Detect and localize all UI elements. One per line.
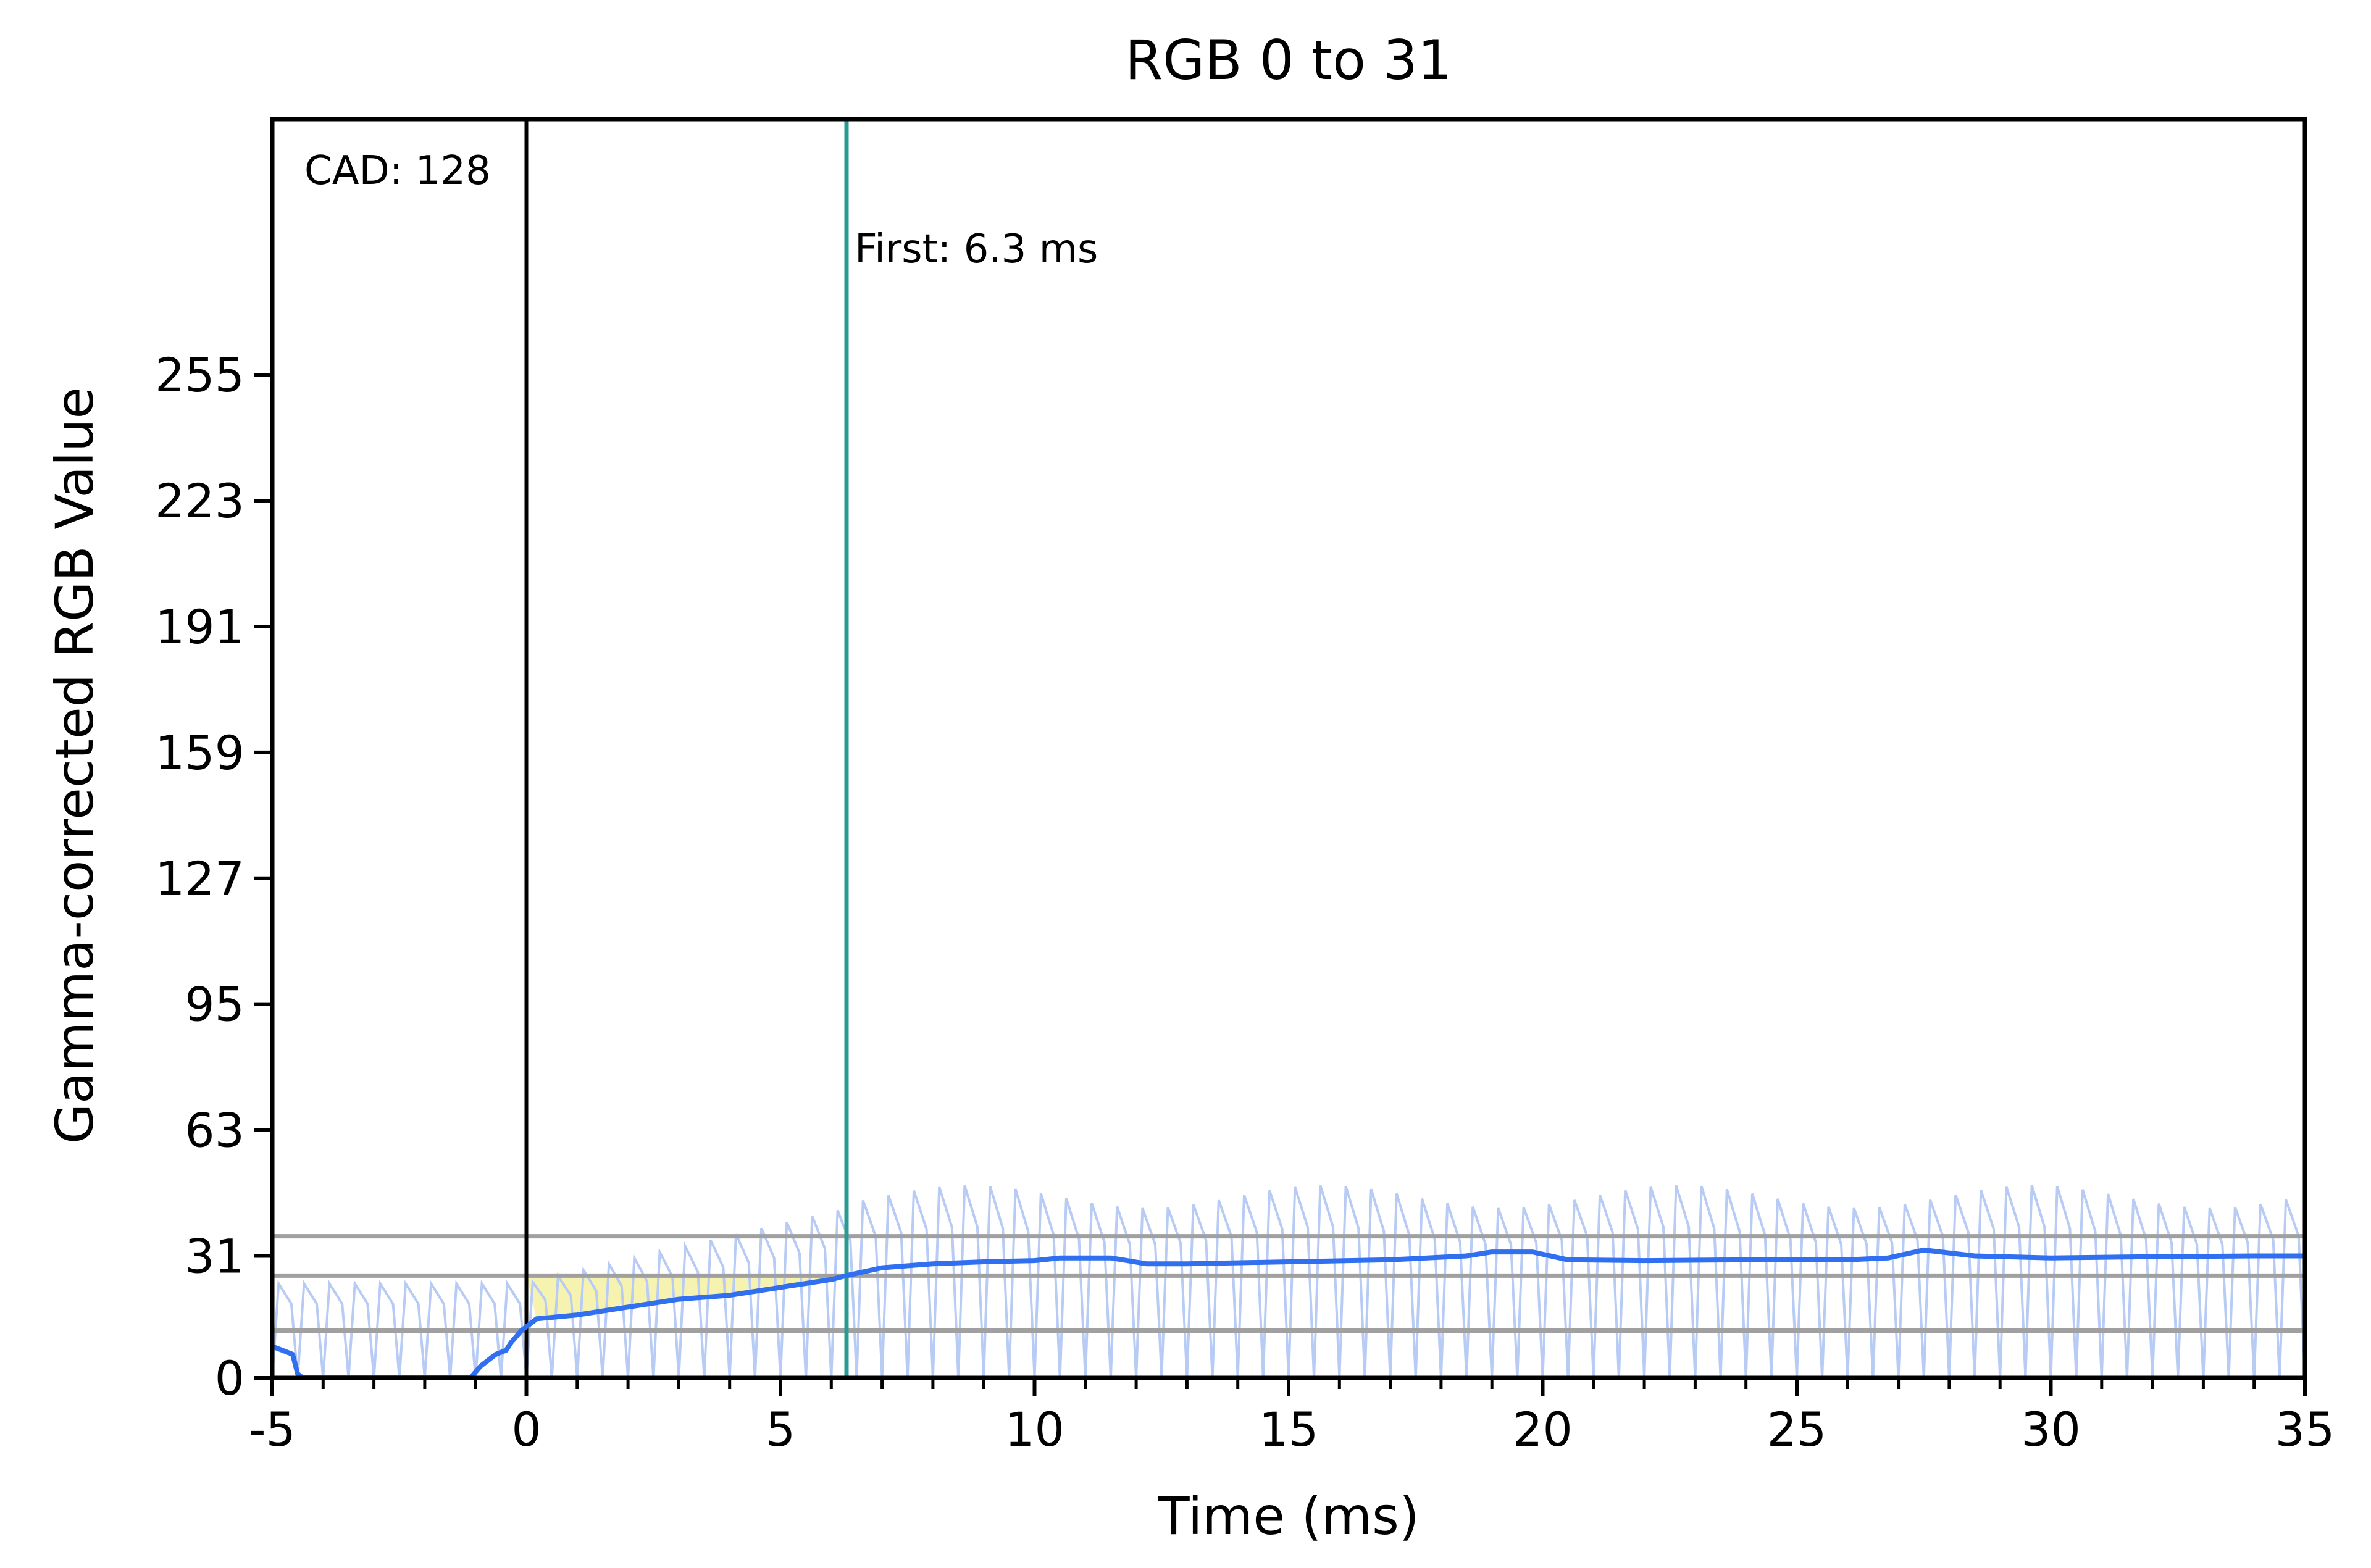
x-tick-label: 20 <box>1513 1402 1573 1457</box>
annotation-first: First: 6.3 ms <box>855 227 1098 272</box>
y-tick-label: 95 <box>185 977 245 1032</box>
plot-area: -5 0 5 10 15 20 25 30 350316395127159191223255CA… <box>155 117 2335 1457</box>
y-tick-label: 127 <box>155 851 245 906</box>
y-tick-label: 0 <box>215 1351 245 1406</box>
x-axis-label: Time (ms) <box>1157 1486 1419 1546</box>
chart-title: RGB 0 to 31 <box>1125 28 1452 92</box>
x-tick-label: 35 <box>2275 1402 2335 1457</box>
x-tick-label: 25 <box>1767 1402 1827 1457</box>
series-line <box>271 1247 2305 1380</box>
y-tick-label: 31 <box>185 1228 245 1283</box>
x-tick-label: 5 <box>766 1402 795 1457</box>
y-tick-label: 191 <box>155 599 245 654</box>
x-tick-label: -5 <box>249 1402 296 1457</box>
plot-frame <box>270 117 2307 1380</box>
y-tick-label: 63 <box>185 1103 245 1158</box>
x-tick-label: 30 <box>2021 1402 2081 1457</box>
y-tick-label: 223 <box>155 473 245 528</box>
x-tick-label: 0 <box>511 1402 541 1457</box>
x-tick-label: 10 <box>1005 1402 1064 1457</box>
y-tick-label: 255 <box>155 348 245 402</box>
y-axis-label: Gamma-corrected RGB Value <box>44 387 105 1144</box>
x-tick-label: 15 <box>1259 1402 1319 1457</box>
y-tick-label: 159 <box>155 725 245 780</box>
annotation-cad: CAD: 128 <box>304 148 491 194</box>
